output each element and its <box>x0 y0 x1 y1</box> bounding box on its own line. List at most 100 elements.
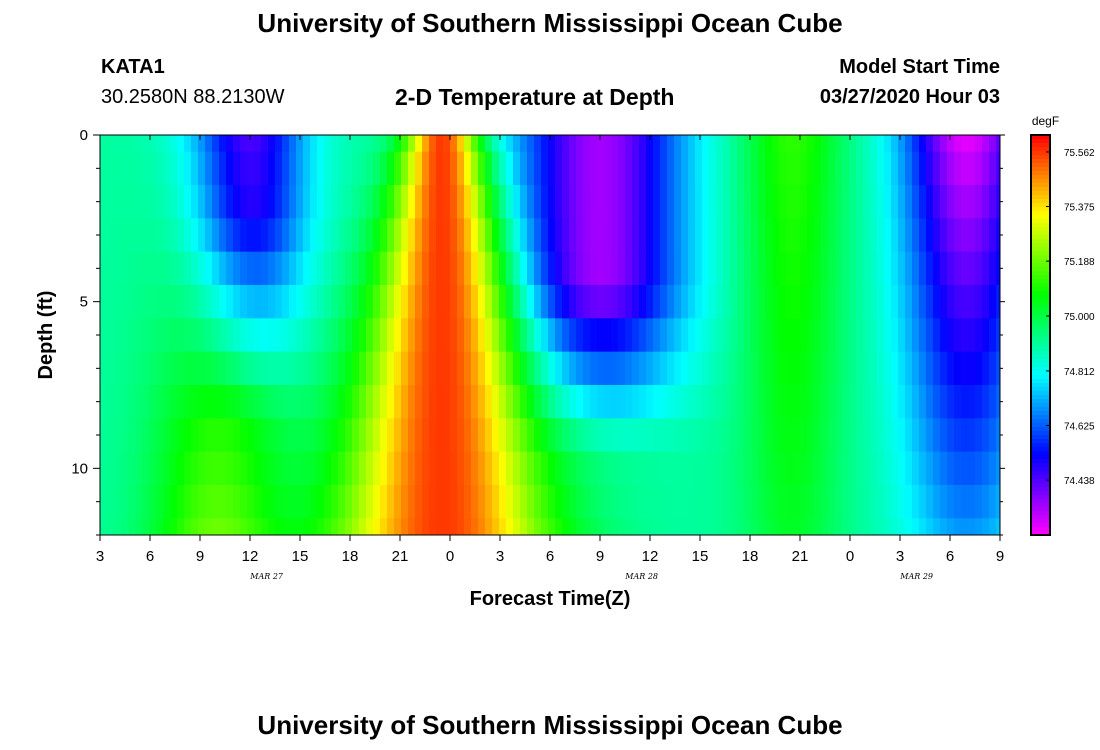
heatmap-cell <box>877 251 885 286</box>
heatmap-cell <box>226 385 234 419</box>
heatmap-cell <box>170 451 178 486</box>
heatmap-cell <box>996 518 1001 536</box>
colorbar-segment <box>1031 483 1050 488</box>
heatmap-cell <box>408 185 416 219</box>
top-title: University of Southern Mississippi Ocean… <box>257 8 843 38</box>
heatmap-cell <box>275 385 283 419</box>
heatmap-cell <box>583 285 591 319</box>
heatmap-cell <box>520 218 528 253</box>
heatmap-cell <box>926 485 934 519</box>
heatmap-cell <box>233 418 241 453</box>
heatmap-cell <box>541 351 549 386</box>
heatmap-cell <box>632 485 640 519</box>
heatmap-cell <box>793 385 801 419</box>
heatmap-cell <box>268 251 276 286</box>
heatmap-cell <box>408 451 416 486</box>
heatmap-cell <box>884 185 892 219</box>
heatmap-cell <box>520 418 528 453</box>
heatmap-cell <box>338 218 346 253</box>
colorbar-segment <box>1031 487 1050 492</box>
heatmap-cell <box>471 251 479 286</box>
heatmap-cell <box>170 351 178 386</box>
heatmap-cell <box>800 285 808 319</box>
heatmap-cell <box>303 451 311 486</box>
heatmap-cell <box>744 451 752 486</box>
heatmap-cell <box>933 418 941 453</box>
x-tick-label: 6 <box>146 548 154 565</box>
heatmap-cell <box>576 285 584 319</box>
heatmap-cell <box>842 285 850 319</box>
heatmap-cell <box>793 251 801 286</box>
heatmap-cell <box>772 285 780 319</box>
heatmap-cell <box>674 285 682 319</box>
heatmap-cell <box>919 135 927 153</box>
heatmap-cell <box>765 135 773 153</box>
heatmap-cell <box>590 285 598 319</box>
heatmap-cell <box>191 251 199 286</box>
heatmap-cell <box>828 185 836 219</box>
heatmap-cell <box>415 485 423 519</box>
heatmap-cell <box>527 518 535 536</box>
heatmap-cell <box>534 285 542 319</box>
colorbar-segment <box>1031 347 1050 352</box>
heatmap-cell <box>443 251 451 286</box>
heatmap-cell <box>135 135 143 153</box>
heatmap-cell <box>933 351 941 386</box>
heatmap-cell <box>695 151 703 186</box>
heatmap-cell <box>751 318 759 353</box>
heatmap-cell <box>639 451 647 486</box>
heatmap-cell <box>660 351 668 386</box>
heatmap-cell <box>387 318 395 353</box>
heatmap-cell <box>800 218 808 253</box>
heatmap-cell <box>898 485 906 519</box>
heatmap-cell <box>583 218 591 253</box>
heatmap-cell <box>856 318 864 353</box>
heatmap-cell <box>919 185 927 219</box>
heatmap-cell <box>933 385 941 419</box>
heatmap-cell <box>891 135 899 153</box>
heatmap-cell <box>821 485 829 519</box>
heatmap-cell <box>317 185 325 219</box>
heatmap-cell <box>149 318 157 353</box>
colorbar-segment <box>1031 391 1050 396</box>
heatmap-cell <box>576 185 584 219</box>
heatmap-cell <box>499 218 507 253</box>
heatmap-cell <box>450 318 458 353</box>
colorbar-segment <box>1031 427 1050 432</box>
heatmap-cell <box>240 135 248 153</box>
heatmap-cell <box>583 185 591 219</box>
heatmap-cell <box>604 185 612 219</box>
heatmap-cell <box>688 318 696 353</box>
heatmap-cell <box>142 251 150 286</box>
heatmap-cell <box>464 151 472 186</box>
heatmap-cell <box>646 218 654 253</box>
heatmap-cell <box>191 185 199 219</box>
heatmap-cell <box>730 418 738 453</box>
heatmap-cell <box>688 218 696 253</box>
heatmap-cell <box>275 251 283 286</box>
x-tick-label: 18 <box>342 548 359 565</box>
heatmap-cell <box>268 185 276 219</box>
heatmap-cell <box>114 135 122 153</box>
heatmap-cell <box>240 418 248 453</box>
heatmap-cell <box>478 135 486 153</box>
heatmap-cell <box>884 151 892 186</box>
heatmap-cell <box>121 351 129 386</box>
heatmap-cell <box>359 385 367 419</box>
heatmap-cell <box>296 135 304 153</box>
heatmap-cell <box>660 485 668 519</box>
heatmap-cell <box>576 151 584 186</box>
heatmap-cell <box>933 185 941 219</box>
heatmap-cell <box>681 351 689 386</box>
heatmap-cell <box>695 385 703 419</box>
heatmap-cell <box>716 251 724 286</box>
heatmap-cell <box>709 351 717 386</box>
heatmap-cell <box>177 351 185 386</box>
heatmap-cell <box>443 351 451 386</box>
colorbar-segment <box>1031 343 1050 348</box>
heatmap-cell <box>646 251 654 286</box>
heatmap-cell <box>765 451 773 486</box>
heatmap-cell <box>156 485 164 519</box>
heatmap-cell <box>457 485 465 519</box>
colorbar-segment <box>1031 335 1050 340</box>
